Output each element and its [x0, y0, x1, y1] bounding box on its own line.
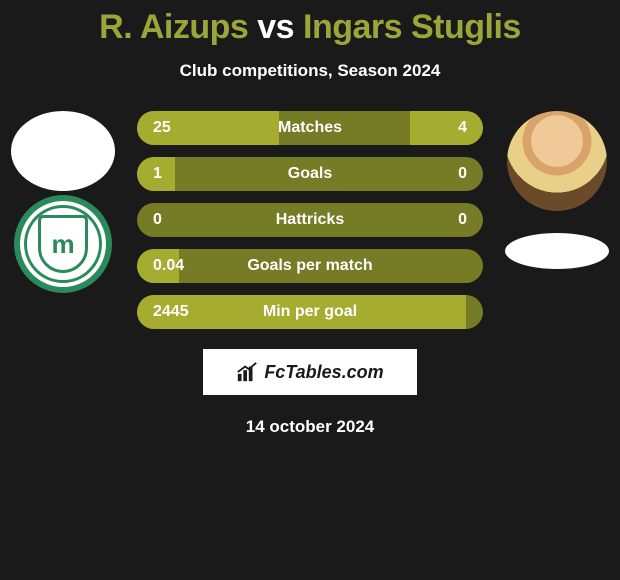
club-letter: m	[51, 229, 74, 260]
stat-label: Goals per match	[207, 257, 413, 275]
player2-avatar	[507, 111, 607, 211]
stat-value-left: 2445	[137, 303, 207, 321]
stat-value-right: 0	[413, 211, 483, 229]
vs-separator: vs	[248, 8, 303, 46]
stat-value-left: 25	[137, 119, 207, 137]
subtitle: Club competitions, Season 2024	[0, 61, 620, 81]
stat-row: 2445Min per goal	[137, 295, 483, 329]
stats-table: 25Matches41Goals00Hattricks00.04Goals pe…	[137, 111, 483, 329]
stat-label: Min per goal	[207, 303, 413, 321]
stat-label: Hattricks	[207, 211, 413, 229]
stat-value-right: 4	[413, 119, 483, 137]
stat-value-left: 1	[137, 165, 207, 183]
comparison-content: m 25Matches41Goals00Hattricks00.04Goals …	[0, 111, 620, 437]
player1-club-badge: m	[14, 195, 112, 293]
stat-row: 0Hattricks0	[137, 203, 483, 237]
stat-value-left: 0	[137, 211, 207, 229]
stat-row: 0.04Goals per match	[137, 249, 483, 283]
brand-box: FcTables.com	[203, 349, 417, 395]
player2-name: Ingars Stuglis	[303, 8, 521, 46]
player2-club-badge	[505, 233, 609, 269]
stat-label: Goals	[207, 165, 413, 183]
date: 14 october 2024	[0, 417, 620, 437]
brand-text: FcTables.com	[264, 362, 383, 383]
stat-label: Matches	[207, 119, 413, 137]
player1-name: R. Aizups	[99, 8, 248, 46]
stat-row: 25Matches4	[137, 111, 483, 145]
player1-column: m	[8, 111, 118, 293]
player1-avatar	[11, 111, 115, 191]
page-title: R. Aizups vs Ingars Stuglis	[0, 0, 620, 47]
chart-bars-icon	[236, 361, 258, 383]
player2-column	[502, 111, 612, 269]
stat-row: 1Goals0	[137, 157, 483, 191]
stat-value-right: 0	[413, 165, 483, 183]
stat-value-left: 0.04	[137, 257, 207, 275]
